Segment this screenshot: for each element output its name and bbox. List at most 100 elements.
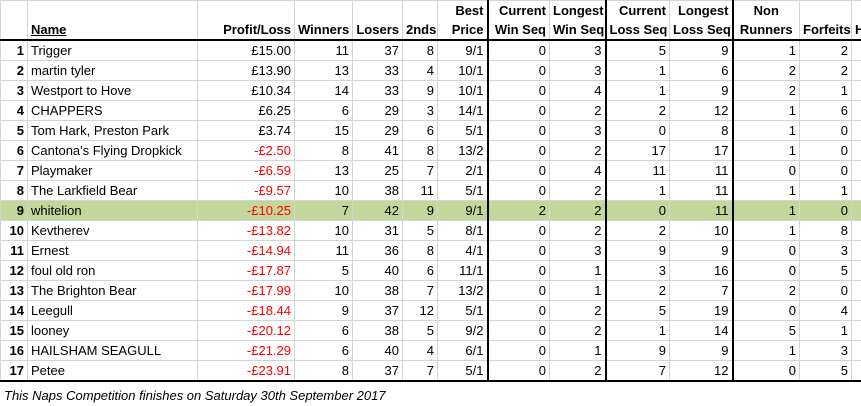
cell-longest-loss-seq[interactable]: 9 <box>669 240 733 261</box>
cell-profit-loss[interactable]: -£14.94 <box>197 240 295 261</box>
cell-current-loss-seq[interactable]: 1 <box>604 60 670 81</box>
cell-profit-loss[interactable]: £13.90 <box>197 60 295 81</box>
cell-longest-win-seq[interactable]: 2 <box>549 320 606 341</box>
cell-winners[interactable]: 6 <box>294 340 353 361</box>
cell-winners[interactable]: 5 <box>294 260 353 281</box>
cell-profit-loss[interactable]: -£13.82 <box>197 220 295 241</box>
header-profit-loss[interactable]: Profit/Loss <box>197 20 295 41</box>
cell-seconds[interactable]: 7 <box>402 360 438 382</box>
header-best-price-2[interactable]: Price <box>437 20 488 41</box>
cell-winners[interactable]: 10 <box>294 220 353 241</box>
cell-name[interactable]: HAILSHAM SEAGULL <box>27 340 198 361</box>
cell-winners[interactable]: 11 <box>294 39 353 61</box>
header-current-loss-seq-2[interactable]: Loss Seq <box>604 20 670 41</box>
cell-profit-loss[interactable]: £3.74 <box>197 120 295 141</box>
cell-losers[interactable]: 42 <box>352 200 403 221</box>
cell-non-runners[interactable]: 2 <box>731 60 800 81</box>
cell-non-runners[interactable]: 2 <box>731 280 800 301</box>
cell-name[interactable]: Petee <box>27 360 198 382</box>
header-cell[interactable] <box>294 0 353 20</box>
cell-holiday[interactable]: 8 <box>851 100 861 121</box>
cell-losers[interactable]: 37 <box>352 300 403 321</box>
cell-rank[interactable]: 14 <box>0 300 28 321</box>
cell-holiday[interactable]: 0 <box>851 280 861 301</box>
cell-rank[interactable]: 2 <box>0 60 28 81</box>
cell-seconds[interactable]: 6 <box>402 120 438 141</box>
cell-longest-loss-seq[interactable]: 10 <box>669 220 733 241</box>
cell-best-price[interactable]: 4/1 <box>437 240 488 261</box>
cell-losers[interactable]: 29 <box>352 100 403 121</box>
cell-current-win-seq[interactable]: 0 <box>486 39 550 61</box>
cell-longest-win-seq[interactable]: 1 <box>549 340 606 361</box>
cell-longest-loss-seq[interactable]: 11 <box>669 200 733 221</box>
cell-name[interactable]: Cantona's Flying Dropkick <box>27 140 198 161</box>
header-cell[interactable] <box>197 0 295 20</box>
cell-forfeits[interactable]: 5 <box>799 260 852 281</box>
cell-non-runners[interactable]: 1 <box>731 100 800 121</box>
cell-non-runners[interactable]: 1 <box>731 140 800 161</box>
cell-forfeits[interactable]: 3 <box>799 340 852 361</box>
header-longest-win-seq-1[interactable]: Longest <box>549 0 606 20</box>
cell-longest-win-seq[interactable]: 4 <box>549 80 606 101</box>
cell-seconds[interactable]: 8 <box>402 240 438 261</box>
cell-best-price[interactable]: 10/1 <box>437 60 488 81</box>
cell-seconds[interactable]: 4 <box>402 60 438 81</box>
cell-longest-win-seq[interactable]: 2 <box>549 200 606 221</box>
header-current-loss-seq-1[interactable]: Current <box>604 0 670 20</box>
cell-current-loss-seq[interactable]: 1 <box>604 320 670 341</box>
cell-losers[interactable]: 37 <box>352 39 403 61</box>
cell-holiday[interactable]: 5 <box>851 120 861 141</box>
cell-current-loss-seq[interactable]: 11 <box>604 160 670 181</box>
cell-longest-loss-seq[interactable]: 19 <box>669 300 733 321</box>
cell-best-price[interactable]: 5/1 <box>437 180 488 201</box>
cell-current-win-seq[interactable]: 0 <box>486 300 550 321</box>
cell-best-price[interactable]: 5/1 <box>437 120 488 141</box>
cell-profit-loss[interactable]: £15.00 <box>197 39 295 61</box>
cell-losers[interactable]: 40 <box>352 260 403 281</box>
cell-losers[interactable]: 38 <box>352 180 403 201</box>
cell-current-loss-seq[interactable]: 5 <box>604 300 670 321</box>
cell-losers[interactable]: 38 <box>352 280 403 301</box>
cell-winners[interactable]: 8 <box>294 140 353 161</box>
cell-rank[interactable]: 7 <box>0 160 28 181</box>
cell-forfeits[interactable]: 0 <box>799 160 852 181</box>
cell-longest-win-seq[interactable]: 1 <box>549 260 606 281</box>
cell-best-price[interactable]: 11/1 <box>437 260 488 281</box>
cell-current-win-seq[interactable]: 0 <box>486 280 550 301</box>
cell-forfeits[interactable]: 3 <box>799 240 852 261</box>
cell-holiday[interactable]: 0 <box>851 220 861 241</box>
cell-rank[interactable]: 8 <box>0 180 28 201</box>
cell-non-runners[interactable]: 1 <box>731 220 800 241</box>
cell-best-price[interactable]: 9/2 <box>437 320 488 341</box>
cell-current-win-seq[interactable]: 0 <box>486 120 550 141</box>
cell-holiday[interactable]: 0 <box>851 39 861 61</box>
header-cell[interactable] <box>27 0 198 20</box>
cell-rank[interactable]: 11 <box>0 240 28 261</box>
cell-name[interactable]: The Larkfield Bear <box>27 180 198 201</box>
cell-best-price[interactable]: 2/1 <box>437 160 488 181</box>
header-best-price-1[interactable]: Best <box>437 0 488 20</box>
cell-current-loss-seq[interactable]: 7 <box>604 360 670 382</box>
cell-best-price[interactable]: 5/1 <box>437 360 488 382</box>
cell-holiday[interactable]: 0 <box>851 340 861 361</box>
header-cell[interactable] <box>851 0 861 20</box>
cell-name[interactable]: martin tyler <box>27 60 198 81</box>
cell-current-loss-seq[interactable]: 17 <box>604 140 670 161</box>
cell-name[interactable]: Trigger <box>27 39 198 61</box>
cell-winners[interactable]: 14 <box>294 80 353 101</box>
cell-best-price[interactable]: 10/1 <box>437 80 488 101</box>
cell-holiday[interactable]: 0 <box>851 80 861 101</box>
cell-longest-win-seq[interactable]: 2 <box>549 100 606 121</box>
cell-losers[interactable]: 40 <box>352 340 403 361</box>
cell-winners[interactable]: 9 <box>294 300 353 321</box>
header-current-win-seq-2[interactable]: Win Seq <box>486 20 550 41</box>
cell-seconds[interactable]: 7 <box>402 280 438 301</box>
cell-longest-win-seq[interactable]: 3 <box>549 60 606 81</box>
cell-profit-loss[interactable]: £10.34 <box>197 80 295 101</box>
cell-forfeits[interactable]: 0 <box>799 200 852 221</box>
cell-current-win-seq[interactable]: 0 <box>486 160 550 181</box>
header-non-runners-1[interactable]: Non <box>731 0 800 20</box>
cell-longest-win-seq[interactable]: 2 <box>549 180 606 201</box>
cell-winners[interactable]: 11 <box>294 240 353 261</box>
cell-name[interactable]: Leegull <box>27 300 198 321</box>
